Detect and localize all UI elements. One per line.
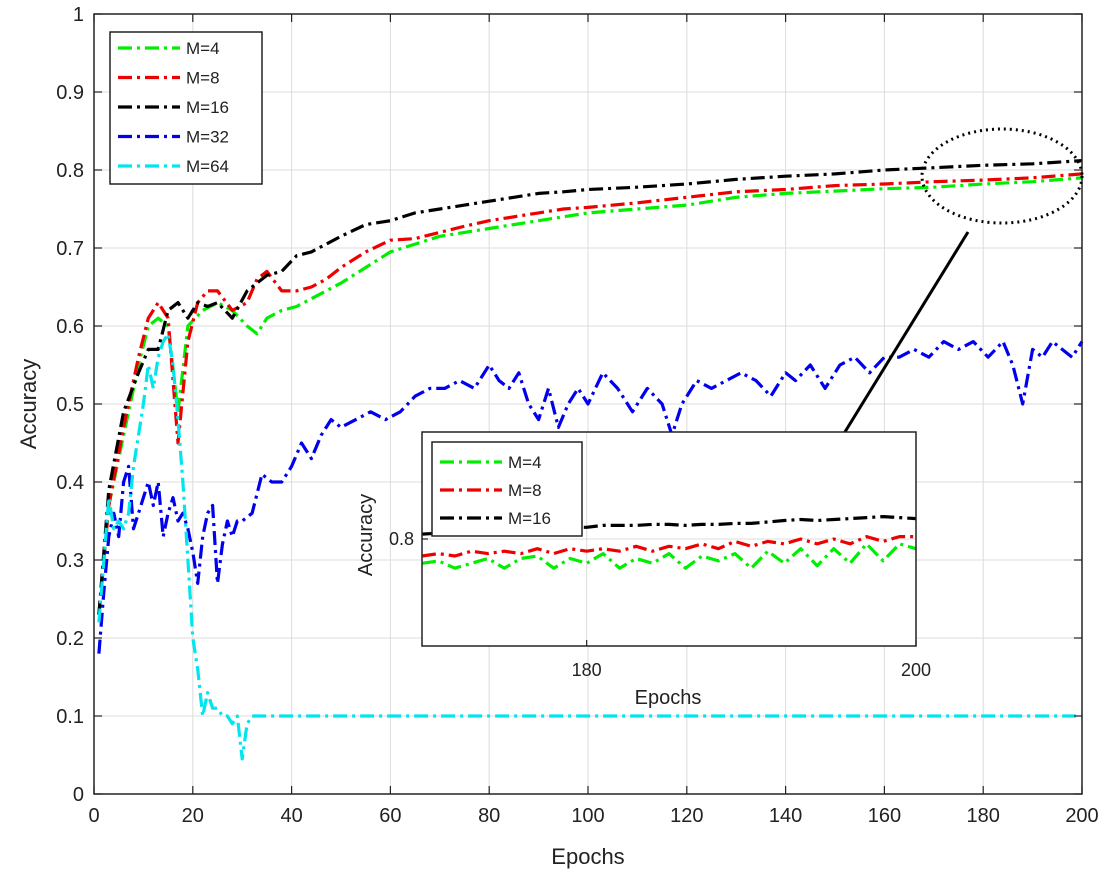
x-tick-label: 120 — [670, 805, 703, 827]
inset-legend: M=4 M=8 M=16 — [431, 441, 583, 537]
y-tick-label: 0 — [73, 784, 84, 806]
inset-chart: 180 200 0.8 Epochs Accuracy M=4 M=8 M=16 — [355, 431, 931, 709]
inset-y-axis-label: Accuracy — [355, 494, 377, 576]
inset-series-line-m-8 — [421, 534, 916, 558]
inset-legend-box — [431, 441, 583, 537]
series-line-m-16 — [97, 159, 1083, 615]
inset-x-tick-label: 180 — [572, 660, 602, 680]
series-line-m-8 — [97, 172, 1083, 615]
y-axis-label: Accuracy — [16, 359, 41, 449]
y-tick-label: 0.9 — [56, 82, 84, 104]
inset-x-tick-label: 200 — [901, 660, 931, 680]
inset-legend-label: M=16 — [508, 509, 551, 528]
inset-series-line-m-4 — [421, 542, 917, 570]
x-tick-label: 200 — [1065, 805, 1098, 827]
inset-y-tick-label: 0.8 — [389, 529, 414, 549]
inset-x-axis-label: Epochs — [635, 687, 702, 709]
series-line-m-64 — [97, 332, 1082, 761]
legend-label: M=8 — [186, 69, 220, 88]
legend-label: M=16 — [186, 98, 229, 117]
y-tick-label: 0.4 — [56, 472, 84, 494]
y-tick-label: 1 — [73, 4, 84, 26]
legend-label: M=4 — [186, 39, 220, 58]
y-tick-label: 0.7 — [56, 238, 84, 260]
y-tick-label: 0.3 — [56, 550, 84, 572]
main-series-lines — [97, 159, 1084, 761]
series-line-m-32 — [97, 340, 1084, 654]
x-tick-label: 140 — [769, 805, 802, 827]
y-tick-label: 0.2 — [56, 628, 84, 650]
y-tick-label: 0.5 — [56, 394, 84, 416]
x-tick-label: 40 — [280, 805, 302, 827]
x-tick-label: 20 — [182, 805, 204, 827]
x-tick-label: 160 — [868, 805, 901, 827]
x-tick-label: 80 — [478, 805, 500, 827]
y-tick-label: 0.1 — [56, 706, 84, 728]
x-tick-label: 180 — [967, 805, 1000, 827]
x-tick-label: 100 — [571, 805, 604, 827]
x-tick-label: 0 — [88, 805, 99, 827]
inset-legend-label: M=4 — [508, 453, 542, 472]
legend-label: M=64 — [186, 157, 229, 176]
inset-legend-label: M=8 — [508, 481, 542, 500]
x-tick-label: 60 — [379, 805, 401, 827]
y-tick-label: 0.6 — [56, 316, 84, 338]
zoom-ellipse — [920, 127, 1084, 225]
main-legend-box — [109, 31, 263, 185]
y-tick-label: 0.8 — [56, 160, 84, 182]
main-legend: M=4 M=8 M=16 M=32 M=64 — [109, 31, 263, 185]
main-ticks: 0 20 40 60 80 100 120 140 160 180 200 0 0.1 0.2 0.3 0.4… — [56, 4, 1099, 827]
legend-label: M=32 — [186, 128, 229, 147]
x-axis-label: Epochs — [551, 844, 624, 869]
